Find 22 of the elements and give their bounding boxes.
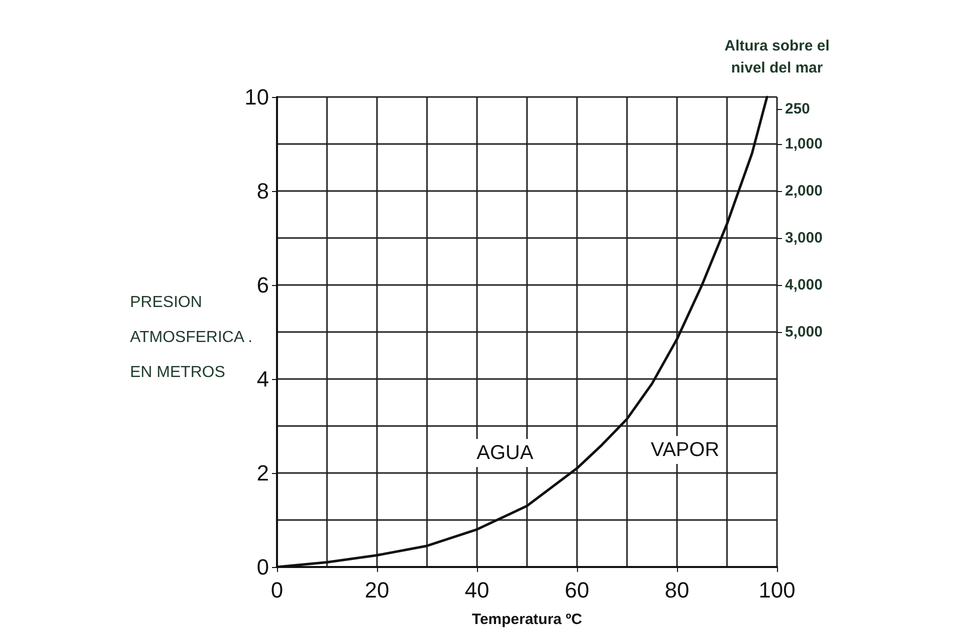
y2-tick-label: 1,000 [785, 136, 823, 152]
y2-tick-label: 5,000 [785, 324, 823, 340]
y-tick-label: 0 [256, 554, 269, 580]
x-tick-label: 100 [758, 578, 796, 602]
y-tick-label: 2 [256, 460, 269, 486]
y-tick-label: 6 [256, 272, 269, 298]
y-tick-label: 10 [244, 84, 269, 110]
y-axis-title: PRESION ATMOSFERICA . EN METROS [130, 294, 252, 381]
annotation: AGUA [476, 442, 534, 464]
y-tick-label: 4 [256, 366, 269, 392]
y2-axis-title: Altura sobre el nivel del mar [724, 38, 830, 76]
y2-tick-label: 2,000 [785, 182, 823, 200]
y2-tick-label: 4,000 [785, 276, 823, 294]
x-tick-label: 40 [464, 578, 490, 602]
x-tick-label: 80 [664, 578, 690, 602]
y2-tick-label: 3,000 [785, 230, 823, 246]
annotation: VAPOR [650, 439, 720, 461]
x-tick-label: 60 [564, 578, 590, 602]
y2-tick-label: 250 [785, 100, 810, 118]
y-tick-label: 8 [256, 178, 269, 204]
x-axis-title: Temperatura ºC [472, 611, 582, 628]
x-tick-label: 20 [364, 578, 390, 602]
